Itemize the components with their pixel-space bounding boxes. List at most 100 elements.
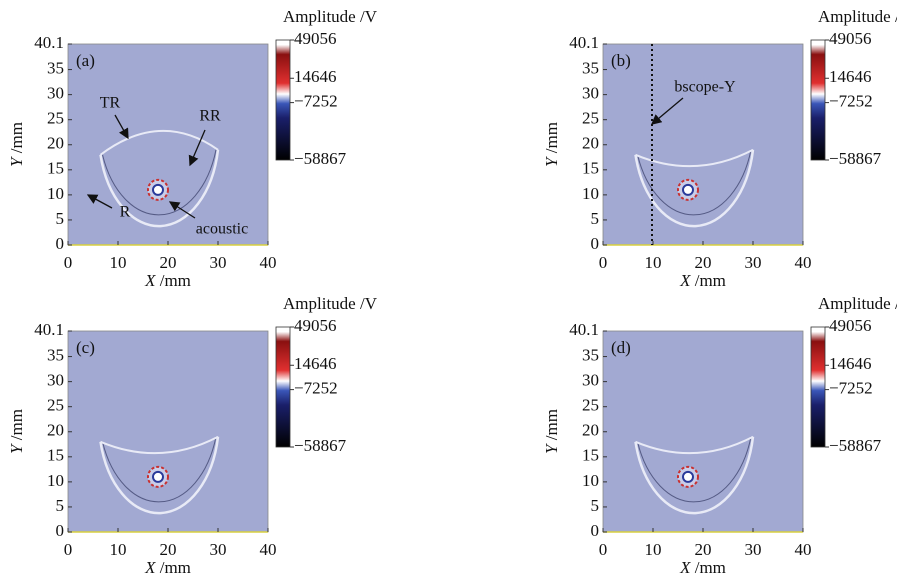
x-tick-label: 40 xyxy=(795,253,812,272)
source-core xyxy=(152,470,164,483)
y-tick-label: 0 xyxy=(56,521,65,540)
x-tick-label: 10 xyxy=(645,253,662,272)
y-tick-label: 5 xyxy=(591,496,600,515)
x-tick-label: 30 xyxy=(745,253,762,272)
colorbar-label: Amplitude /V xyxy=(818,294,897,313)
y-tick-label: 35 xyxy=(582,58,599,77)
y-tick-label: 30 xyxy=(582,371,599,390)
x-axis-label: X /mm xyxy=(679,558,726,577)
annotation-arrow xyxy=(168,201,196,219)
panel-label: (c) xyxy=(76,338,95,357)
colorbar xyxy=(275,326,291,448)
y-axis-label: Y /mm xyxy=(7,409,26,454)
y-tick-label: 15 xyxy=(582,446,599,465)
y-tick-label: 25 xyxy=(582,396,599,415)
colorbar-tick-label: −7252 xyxy=(829,379,873,398)
panel-label: (a) xyxy=(76,51,95,70)
colorbar-tick-label: −7252 xyxy=(294,92,338,111)
wavefront xyxy=(99,436,220,515)
y-tick-label: 10 xyxy=(582,184,599,203)
colorbar-label: Amplitude /V xyxy=(818,7,897,26)
source-core xyxy=(152,183,164,196)
y-tick-label: 20 xyxy=(47,421,64,440)
y-tick-label: 20 xyxy=(47,134,64,153)
colorbar xyxy=(275,39,291,161)
y-tick-label: 40.1 xyxy=(34,320,64,339)
image-field xyxy=(68,44,268,245)
y-tick-label: 10 xyxy=(582,471,599,490)
y-tick-label: 30 xyxy=(47,84,64,103)
x-axis-label: X /mm xyxy=(144,558,191,577)
x-tick-label: 20 xyxy=(160,540,177,559)
colorbar-tick-label: 49056 xyxy=(829,29,872,48)
y-tick-label: 30 xyxy=(582,84,599,103)
y-tick-label: 5 xyxy=(591,209,600,228)
x-tick-label: 30 xyxy=(745,540,762,559)
annotation: bscope-Y xyxy=(674,79,736,96)
y-tick-label: 5 xyxy=(56,209,65,228)
y-tick-label: 0 xyxy=(56,234,65,253)
wavefront-shadow xyxy=(102,436,217,503)
x-tick-label: 0 xyxy=(64,540,73,559)
x-tick-label: 0 xyxy=(599,540,608,559)
colorbar-tick-label: 49056 xyxy=(829,316,872,335)
x-tick-label: 20 xyxy=(695,540,712,559)
wavefront-top xyxy=(100,435,219,455)
colorbar-tick-label: 14646 xyxy=(294,67,337,86)
y-tick-label: 15 xyxy=(47,446,64,465)
colorbar-tick-label: 14646 xyxy=(829,67,872,86)
x-tick-label: 20 xyxy=(160,253,177,272)
panel-label: (d) xyxy=(611,338,631,357)
y-axis-label: Y /mm xyxy=(542,122,561,167)
y-tick-label: 40.1 xyxy=(569,33,599,52)
wavefront-top xyxy=(99,129,219,156)
y-axis-label: Y /mm xyxy=(7,122,26,167)
colorbar-label: Amplitude /V xyxy=(283,7,378,26)
annotation-arrow xyxy=(86,194,113,209)
y-tick-label: 30 xyxy=(47,371,64,390)
y-tick-label: 25 xyxy=(47,396,64,415)
y-tick-label: 0 xyxy=(591,234,600,253)
colorbar-tick-label: −58867 xyxy=(294,436,347,455)
x-tick-label: 10 xyxy=(110,253,127,272)
y-tick-label: 35 xyxy=(47,345,64,364)
annotation: R xyxy=(120,204,131,221)
x-tick-label: 40 xyxy=(260,253,277,272)
y-tick-label: 15 xyxy=(47,159,64,178)
source-core xyxy=(682,183,694,196)
x-tick-label: 0 xyxy=(64,253,73,272)
wavefront-top xyxy=(635,435,754,455)
x-tick-label: 20 xyxy=(695,253,712,272)
x-tick-label: 30 xyxy=(210,253,227,272)
y-tick-label: 20 xyxy=(582,421,599,440)
wavefront-shadow xyxy=(637,436,752,503)
annotation: acoustic xyxy=(196,221,248,238)
y-tick-label: 20 xyxy=(582,134,599,153)
y-tick-label: 5 xyxy=(56,496,65,515)
x-axis-label: X /mm xyxy=(144,271,191,290)
annotation-arrow xyxy=(114,114,129,140)
annotation-arrow xyxy=(651,97,684,125)
colorbar-tick-label: −58867 xyxy=(829,436,882,455)
x-tick-label: 40 xyxy=(260,540,277,559)
x-tick-label: 30 xyxy=(210,540,227,559)
y-tick-label: 40.1 xyxy=(34,33,64,52)
y-tick-label: 10 xyxy=(47,471,64,490)
colorbar-label: Amplitude /V xyxy=(283,294,378,313)
colorbar xyxy=(810,39,826,161)
wavefront xyxy=(634,436,755,515)
annotation: RR xyxy=(199,108,221,125)
colorbar-tick-label: −7252 xyxy=(294,379,338,398)
colorbar-tick-label: 49056 xyxy=(294,316,337,335)
x-tick-label: 10 xyxy=(645,540,662,559)
y-tick-label: 35 xyxy=(582,345,599,364)
y-tick-label: 10 xyxy=(47,184,64,203)
y-tick-label: 40.1 xyxy=(569,320,599,339)
colorbar-tick-label: 14646 xyxy=(829,354,872,373)
x-tick-label: 0 xyxy=(599,253,608,272)
annotation-arrow xyxy=(188,129,206,167)
y-tick-label: 0 xyxy=(591,521,600,540)
y-tick-label: 15 xyxy=(582,159,599,178)
wavefront-shadow xyxy=(637,149,752,216)
y-tick-label: 35 xyxy=(47,58,64,77)
